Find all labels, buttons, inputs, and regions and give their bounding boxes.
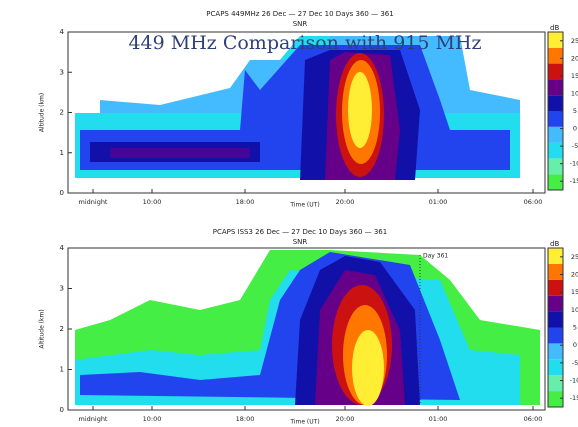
x-tick-label: 20:00 <box>336 415 355 423</box>
colorbar-segment <box>548 174 563 190</box>
colorbar-unit: dB <box>550 240 559 248</box>
x-axis-label: Time (UT) <box>289 202 319 209</box>
x-tick-label: 20:00 <box>336 198 355 206</box>
colorbar-tick-label: 5 <box>573 324 577 332</box>
colorbar-segment <box>548 295 563 312</box>
colorbar-segment <box>548 95 563 111</box>
colorbar-segment <box>548 111 563 127</box>
colorbar-tick-label: 5 <box>573 107 577 115</box>
colorbar-tick-label: 20 <box>571 271 578 279</box>
y-axis-label: Altitude (km) <box>39 309 46 348</box>
y-axis-label: Altitude (km) <box>39 93 46 132</box>
x-axis-label: Time (UT) <box>289 419 319 426</box>
colorbar-segment <box>548 32 563 48</box>
colorbar-tick-label: 0 <box>573 341 577 349</box>
colorbar-tick-label: -5 <box>572 142 578 150</box>
y-tick-label: 1 <box>60 149 64 157</box>
colorbar-segment <box>548 126 563 143</box>
x-tick-label: midnight <box>79 415 108 423</box>
annotation: Day 361 <box>423 253 448 260</box>
colorbar-segment <box>548 248 563 264</box>
colorbar-segment <box>548 158 563 175</box>
colorbar-tick-label: -5 <box>572 359 578 367</box>
colorbar-segment <box>548 279 563 296</box>
colorbar-tick-label: 10 <box>571 306 578 314</box>
panel-subtitle: SNR <box>293 238 308 246</box>
x-tick-label: 01:00 <box>429 415 448 423</box>
y-tick-label: 3 <box>60 285 64 293</box>
y-tick-label: 2 <box>60 325 64 333</box>
colorbar-tick-label: 15 <box>571 72 578 80</box>
x-tick-label: 18:00 <box>236 198 255 206</box>
y-tick-label: 3 <box>60 68 64 76</box>
y-tick-label: 0 <box>60 189 64 197</box>
x-tick-label: 10:00 <box>143 198 162 206</box>
x-tick-label: 06:00 <box>524 415 543 423</box>
panel-title: PCAPS ISS3 26 Dec — 27 Dec 10 Days 360 —… <box>213 228 387 236</box>
colorbar-segment <box>548 311 563 328</box>
x-tick-label: 10:00 <box>143 415 162 423</box>
colorbar-segment <box>548 343 563 360</box>
panel-title: PCAPS 449MHz 26 Dec — 27 Dec 10 Days 360… <box>206 10 393 18</box>
colorbar-tick-label: -15 <box>570 177 578 185</box>
colorbar-segment <box>548 375 563 392</box>
heatmap-bottom <box>75 250 540 406</box>
y-tick-label: 0 <box>60 406 64 414</box>
colorbar-tick-label: 0 <box>573 125 577 133</box>
colorbar-unit: dB <box>550 24 559 32</box>
colorbar-tick-label: -15 <box>570 394 578 402</box>
y-tick-label: 1 <box>60 366 64 374</box>
y-tick-label: 2 <box>60 109 64 117</box>
colorbar-segment <box>548 327 563 344</box>
colorbar-tick-label: 25 <box>571 37 578 45</box>
y-tick-label: 4 <box>60 244 65 252</box>
colorbar-segment <box>548 263 563 280</box>
colorbar-segment <box>548 63 563 80</box>
colorbar-segment <box>548 359 563 376</box>
colorbar-tick-label: 25 <box>571 253 578 261</box>
colorbar-segment <box>548 79 563 96</box>
colorbar-tick-label: -10 <box>570 377 578 385</box>
slide-title: 449 MHz Comparison with 915 MHz <box>128 32 481 54</box>
y-tick-label: 4 <box>60 28 65 36</box>
colorbar-segment <box>548 142 563 159</box>
colorbar-tick-label: 20 <box>571 54 578 62</box>
x-tick-label: 06:00 <box>524 198 543 206</box>
heatmap-top <box>75 36 520 180</box>
colorbar-segment <box>548 47 563 64</box>
panel-subtitle: SNR <box>293 20 308 28</box>
x-tick-label: 18:00 <box>236 415 255 423</box>
colorbar-tick-label: 10 <box>571 89 578 97</box>
x-tick-label: midnight <box>79 198 108 206</box>
x-tick-label: 01:00 <box>429 198 448 206</box>
colorbar-tick-label: 15 <box>571 288 578 296</box>
colorbar-segment <box>548 391 563 407</box>
colorbar-tick-label: -10 <box>570 160 578 168</box>
